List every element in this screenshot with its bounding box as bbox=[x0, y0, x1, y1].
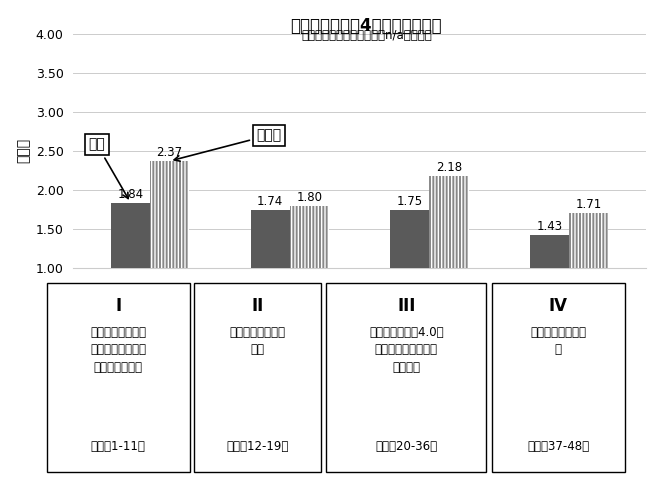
Text: 2.37: 2.37 bbox=[157, 146, 182, 159]
Text: ビジネスモデルの
側面: ビジネスモデルの 側面 bbox=[230, 326, 286, 356]
Bar bbox=[111, 203, 150, 268]
Text: 1.71: 1.71 bbox=[575, 198, 602, 211]
Bar bbox=[390, 210, 430, 268]
Bar bbox=[250, 210, 290, 268]
Text: 主要モジュール4項目の日独比較: 主要モジュール4項目の日独比較 bbox=[290, 17, 442, 35]
Text: スマート工場・製
品: スマート工場・製 品 bbox=[530, 326, 586, 356]
Text: 2.18: 2.18 bbox=[436, 161, 462, 174]
Text: ドイツ: ドイツ bbox=[174, 128, 282, 161]
Text: （質問1-11）: （質問1-11） bbox=[91, 440, 146, 453]
Text: インテリジェント
な生産システムに
よる計画と制御: インテリジェント な生産システムに よる計画と制御 bbox=[90, 326, 147, 374]
Text: IV: IV bbox=[549, 297, 567, 315]
Text: （質問20-36）: （質問20-36） bbox=[375, 440, 438, 453]
Bar bbox=[569, 213, 608, 268]
Bar bbox=[290, 205, 329, 268]
Text: インダストリー4.0の
戦略的かつ組織的な
組み込み: インダストリー4.0の 戦略的かつ組織的な 組み込み bbox=[369, 326, 444, 374]
Text: （質問12-19）: （質問12-19） bbox=[226, 440, 289, 453]
Text: 1.80: 1.80 bbox=[296, 191, 322, 204]
Text: （質問37-48）: （質問37-48） bbox=[527, 440, 589, 453]
Text: 1.74: 1.74 bbox=[257, 195, 283, 208]
Text: 1.75: 1.75 bbox=[397, 194, 423, 207]
Text: 1.84: 1.84 bbox=[117, 188, 144, 201]
Text: II: II bbox=[252, 297, 264, 315]
Bar bbox=[150, 161, 189, 268]
Y-axis label: 評価点: 評価点 bbox=[16, 138, 30, 163]
Text: （参加企業の加重平均点、n/aは除く）: （参加企業の加重平均点、n/aは除く） bbox=[301, 29, 432, 42]
Text: 日本: 日本 bbox=[89, 137, 129, 198]
Text: I: I bbox=[115, 297, 121, 315]
Text: 1.43: 1.43 bbox=[537, 220, 563, 233]
Text: III: III bbox=[397, 297, 416, 315]
Bar bbox=[530, 235, 569, 268]
Bar bbox=[430, 176, 469, 268]
